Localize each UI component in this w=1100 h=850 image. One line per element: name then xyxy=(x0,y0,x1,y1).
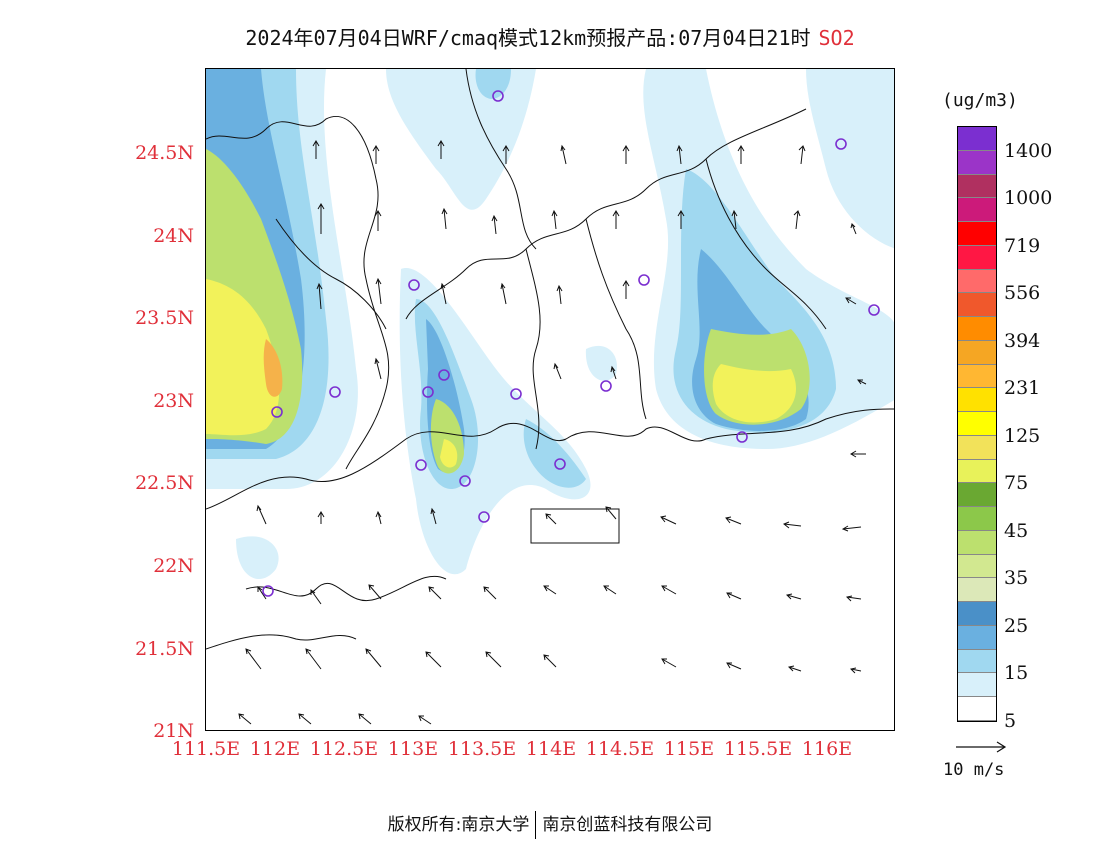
colorbar-swatch xyxy=(958,507,996,531)
colorbar-label: 125 xyxy=(1004,424,1041,447)
map-title: 2024年07月04日WRF/cmaq模式12km预报产品:07月04日21时 S… xyxy=(0,22,1100,51)
colorbar-label: 231 xyxy=(1004,377,1041,400)
lat-label: 22.5N xyxy=(135,472,194,494)
colorbar-swatch xyxy=(958,174,996,199)
colorbar-swatch xyxy=(958,340,996,365)
copyright-right: 南京创蓝科技有限公司 xyxy=(542,815,713,835)
colorbar-swatch xyxy=(958,697,996,721)
lat-label: 24.5N xyxy=(135,142,194,164)
lat-label: 22N xyxy=(153,555,194,577)
footer-divider xyxy=(535,811,537,839)
colorbar-swatch xyxy=(958,625,996,650)
colorbar xyxy=(957,126,997,722)
colorbar-label: 25 xyxy=(1004,614,1029,637)
colorbar-swatch xyxy=(958,127,996,151)
vector-legend-label: 10 m/s xyxy=(943,760,1005,780)
lat-label: 23N xyxy=(153,390,194,412)
colorbar-label: 15 xyxy=(1004,662,1029,685)
plume-yellow xyxy=(206,279,796,468)
colorbar-swatch xyxy=(958,317,996,341)
colorbar-label: 45 xyxy=(1004,519,1029,542)
lon-label: 116E xyxy=(801,738,853,760)
lon-label: 113.5E xyxy=(447,738,517,760)
colorbar-swatch xyxy=(958,649,996,674)
colorbar-swatch xyxy=(958,150,996,175)
lon-label: 115.5E xyxy=(723,738,793,760)
colorbar-swatch xyxy=(958,269,996,294)
colorbar-label: 1000 xyxy=(1004,187,1053,210)
vector-legend-arrow-icon xyxy=(956,741,1007,753)
colorbar-swatch xyxy=(958,554,996,579)
colorbar-label: 1400 xyxy=(1004,139,1053,162)
colorbar-swatch xyxy=(958,602,996,626)
colorbar-swatch xyxy=(958,578,996,602)
colorbar-label: 75 xyxy=(1004,472,1029,495)
lon-label: 113E xyxy=(387,738,439,760)
lon-label: 112.5E xyxy=(309,738,379,760)
colorbar-swatch xyxy=(958,530,996,555)
lat-label: 23.5N xyxy=(135,307,194,329)
colorbar-swatch xyxy=(958,459,996,484)
city-markers xyxy=(262,90,880,597)
lat-label: 24N xyxy=(153,225,194,247)
boundaries xyxy=(206,69,894,650)
forecast-map xyxy=(205,68,895,731)
colorbar-swatch xyxy=(958,364,996,389)
lon-label: 114E xyxy=(525,738,577,760)
colorbar-swatch xyxy=(958,198,996,222)
colorbar-swatch xyxy=(958,412,996,436)
colorbar-swatch xyxy=(958,388,996,412)
lon-label: 114.5E xyxy=(585,738,655,760)
title-text: 2024年07月04日WRF/cmaq模式12km预报产品:07月04日21时 xyxy=(245,26,811,50)
colorbar-label: 394 xyxy=(1004,329,1041,352)
colorbar-label: 5 xyxy=(1004,710,1017,732)
copyright-footer: 版权所有:南京大学 南京创蓝科技有限公司 xyxy=(0,810,1100,839)
colorbar-swatch xyxy=(958,245,996,270)
colorbar-swatch xyxy=(958,222,996,246)
colorbar-label: 35 xyxy=(1004,567,1029,590)
pollutant-label: SO2 xyxy=(818,26,855,50)
legend-unit: (ug/m3) xyxy=(942,90,1018,111)
colorbar-swatch xyxy=(958,483,996,507)
plume-orange xyxy=(263,339,283,397)
wind-vectors xyxy=(238,140,867,725)
colorbar-swatch xyxy=(958,293,996,317)
lon-label: 111.5E xyxy=(171,738,241,760)
lat-label: 21.5N xyxy=(135,638,194,660)
map-canvas xyxy=(206,69,894,725)
lon-label: 112E xyxy=(249,738,301,760)
colorbar-swatch xyxy=(958,673,996,697)
copyright-left: 版权所有:南京大学 xyxy=(387,815,530,835)
lat-label: 21N xyxy=(153,720,194,742)
lon-label: 115E xyxy=(663,738,715,760)
colorbar-label: 556 xyxy=(1004,282,1041,305)
colorbar-label: 719 xyxy=(1004,234,1041,257)
colorbar-swatch xyxy=(958,435,996,460)
